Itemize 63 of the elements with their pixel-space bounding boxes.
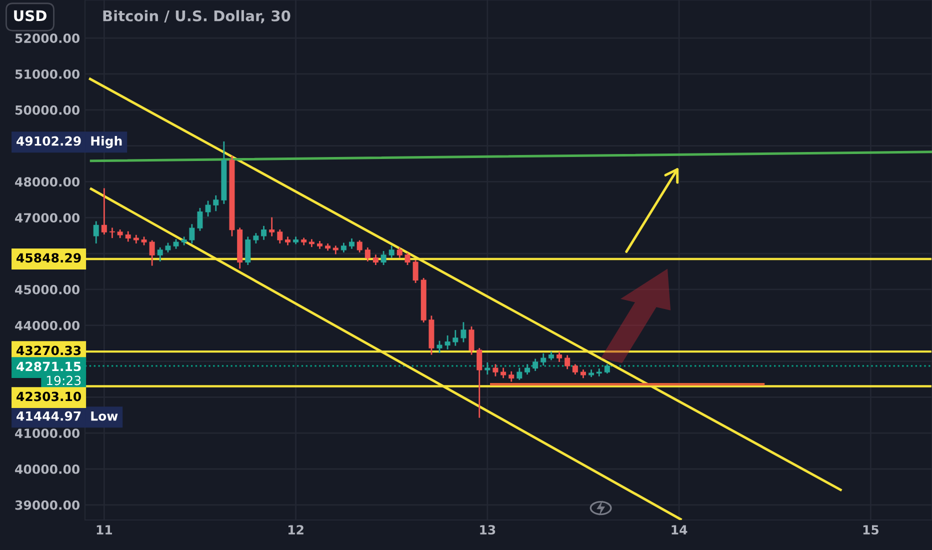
x-tick-label: 14 bbox=[672, 525, 688, 534]
candlestick bbox=[245, 236, 251, 266]
candlestick bbox=[484, 362, 490, 375]
candlestick bbox=[388, 246, 394, 258]
candlestick bbox=[412, 260, 418, 283]
candlestick bbox=[380, 251, 386, 266]
text: 49102.29 bbox=[16, 136, 81, 146]
text: 19:23 bbox=[46, 376, 81, 386]
annotation: Low bbox=[91, 411, 118, 421]
candlestick bbox=[189, 224, 195, 244]
candlestick bbox=[492, 364, 498, 376]
candlestick bbox=[332, 246, 338, 254]
candlestick bbox=[564, 355, 570, 370]
candlestick bbox=[516, 368, 522, 380]
candlestick bbox=[356, 240, 362, 252]
y-tick-label: 45000.00 bbox=[15, 284, 80, 294]
y-tick-label: 40000.00 bbox=[15, 464, 80, 474]
text: Bitcoin / U.S. Dollar, 30 bbox=[103, 10, 290, 24]
candlestick bbox=[133, 234, 139, 244]
candlestick bbox=[197, 208, 203, 231]
y-tick-label: 41000.00 bbox=[15, 428, 80, 438]
annotation: High bbox=[91, 136, 122, 148]
candlestick bbox=[277, 230, 283, 244]
candlestick bbox=[101, 188, 107, 234]
candlestick bbox=[452, 330, 458, 346]
ref-line-label: 45848.29 bbox=[16, 253, 81, 263]
candlestick bbox=[181, 236, 187, 246]
y-tick-label: 44000.00 bbox=[15, 320, 80, 330]
ref-line-label: 42303.10 bbox=[16, 392, 82, 402]
candlestick bbox=[213, 195, 219, 212]
x-tick-label: 11 bbox=[96, 525, 112, 534]
candlestick bbox=[596, 368, 602, 376]
candlestick bbox=[436, 340, 442, 353]
text: 41444.97 bbox=[16, 411, 81, 421]
candlestick bbox=[364, 247, 370, 262]
candlestick bbox=[460, 322, 466, 342]
x-tick-label: 12 bbox=[288, 525, 304, 534]
candlestick bbox=[157, 247, 163, 262]
y-tick-label: 48000.00 bbox=[15, 177, 80, 187]
y-tick-label: 52000.00 bbox=[15, 34, 80, 43]
candlestick bbox=[205, 200, 211, 217]
candlestick bbox=[285, 236, 290, 246]
x-tick-label: 13 bbox=[480, 525, 496, 535]
candlestick bbox=[404, 252, 410, 266]
candlestick bbox=[540, 353, 546, 366]
y-tick-label: 50000.00 bbox=[15, 105, 80, 115]
candlestick bbox=[468, 326, 474, 355]
candlestick bbox=[269, 217, 275, 236]
ref-line-label: 42871.15 bbox=[16, 362, 81, 372]
y-tick-label: 51000.00 bbox=[15, 69, 80, 79]
x-tick-label: 15 bbox=[863, 525, 879, 535]
candlestick bbox=[444, 335, 450, 350]
candlestick bbox=[109, 228, 115, 238]
candlestick bbox=[476, 348, 482, 418]
ref-line-label: 43270.33 bbox=[16, 346, 81, 356]
candlestick bbox=[308, 239, 314, 248]
y-tick-label: 47000.00 bbox=[15, 213, 80, 223]
candlestick bbox=[261, 226, 267, 240]
y-tick-label: 39000.00 bbox=[15, 500, 80, 510]
candlestick bbox=[149, 240, 155, 266]
y-axis-title: USD bbox=[14, 10, 46, 22]
candlestick bbox=[532, 358, 538, 371]
candlestick bbox=[93, 221, 99, 244]
